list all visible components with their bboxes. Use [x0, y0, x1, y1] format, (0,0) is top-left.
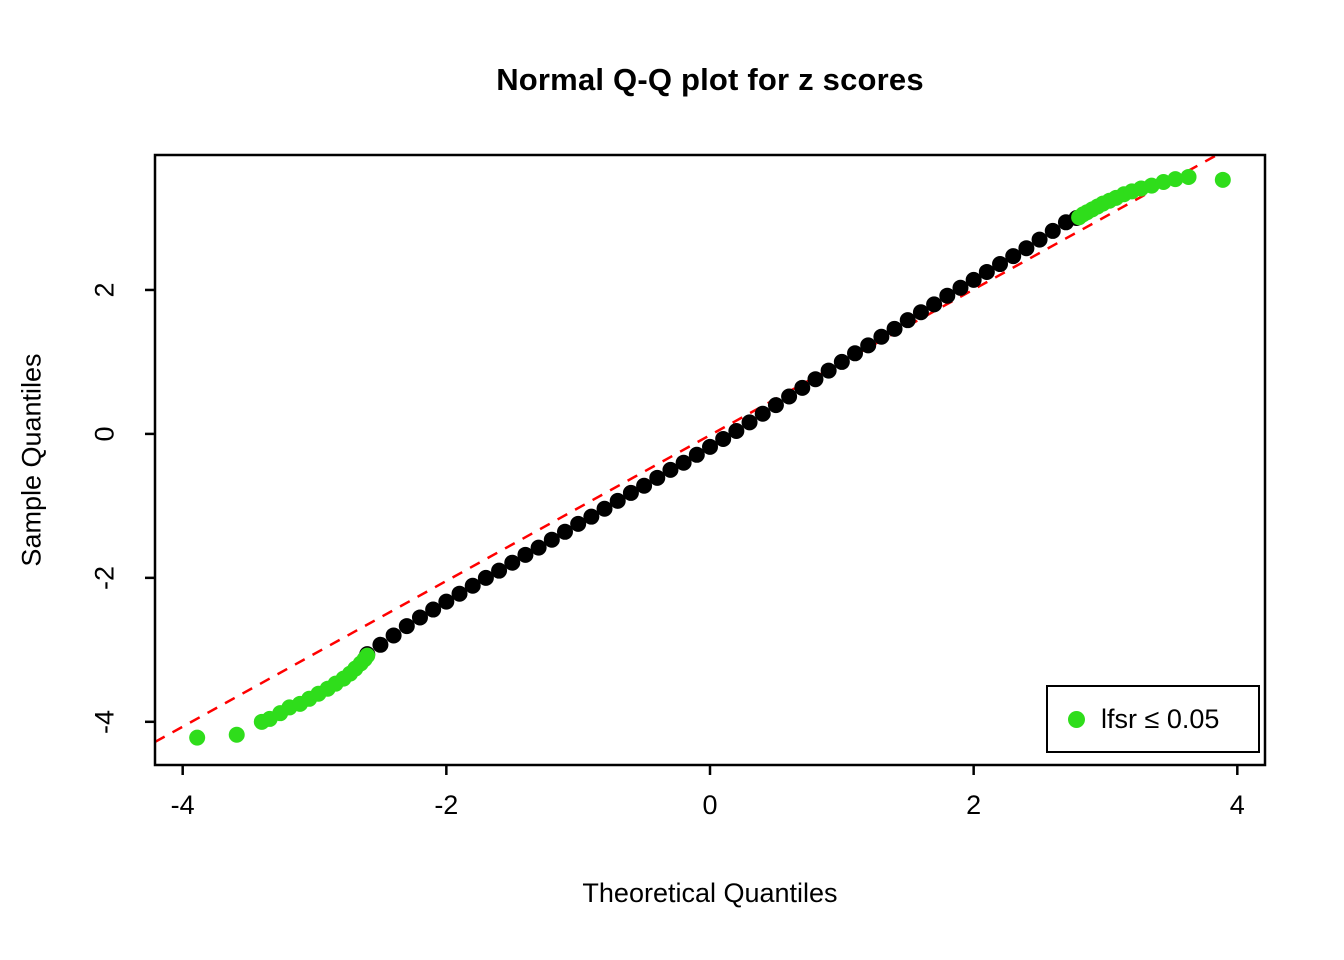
data-point-lfsr-significant [189, 729, 206, 746]
data-point-z-scores [912, 304, 929, 321]
y-tick-label: -2 [89, 565, 120, 590]
data-point-z-scores [978, 263, 995, 280]
y-tick-label: 2 [89, 282, 120, 298]
legend-label: lfsr ≤ 0.05 [1101, 703, 1220, 734]
data-point-z-scores [596, 500, 613, 517]
data-point-z-scores [530, 539, 547, 556]
data-point-z-scores [847, 345, 864, 362]
data-point-z-scores [1031, 231, 1048, 248]
data-point-z-scores [583, 508, 600, 525]
plot-border [153, 153, 1267, 767]
data-point-z-scores [781, 388, 798, 405]
data-point-z-scores [425, 601, 442, 618]
data-point-z-scores [1018, 240, 1035, 257]
data-point-z-scores [715, 430, 732, 447]
x-tick-label: -4 [170, 790, 195, 820]
data-point-z-scores [411, 609, 428, 626]
data-point-z-scores [636, 477, 653, 494]
data-point-z-scores [622, 484, 639, 501]
data-point-z-scores [609, 492, 626, 509]
data-point-z-scores [754, 405, 771, 422]
y-tick-label: -4 [89, 709, 120, 734]
y-tick-label: 0 [89, 426, 120, 442]
data-point-z-scores [556, 523, 573, 540]
data-point-z-scores [451, 585, 468, 602]
x-tick-label: -2 [434, 790, 459, 820]
data-point-z-scores [385, 627, 402, 644]
data-point-z-scores [767, 397, 784, 414]
data-point-z-scores [1005, 248, 1022, 265]
data-point-lfsr-significant [359, 647, 376, 664]
legend: lfsr ≤ 0.05 [1046, 685, 1260, 753]
legend-marker-icon [1068, 710, 1085, 728]
data-point-z-scores [649, 469, 666, 486]
data-point-z-scores [491, 562, 508, 579]
data-point-z-scores [873, 328, 890, 345]
data-point-z-scores [860, 337, 877, 354]
data-point-z-scores [965, 271, 982, 288]
data-point-z-scores [728, 423, 745, 440]
data-point-z-scores [952, 279, 969, 296]
data-point-z-scores [438, 593, 455, 610]
y-axis-title: Sample Quantiles [16, 353, 47, 567]
data-point-z-scores [702, 438, 718, 455]
data-point-z-scores [675, 454, 692, 471]
data-point-lfsr-significant [228, 726, 245, 743]
x-tick-label: 4 [1229, 790, 1245, 820]
chart-title: Normal Q-Q plot for z scores [496, 62, 924, 97]
x-tick-label: 2 [966, 790, 982, 820]
data-point-z-scores [398, 618, 415, 635]
data-point-z-scores [662, 461, 679, 478]
data-point-z-scores [886, 320, 903, 337]
data-point-z-scores [517, 546, 534, 563]
data-point-z-scores [570, 515, 587, 532]
data-point-z-scores [464, 577, 481, 594]
data-point-z-scores [794, 379, 811, 396]
data-point-lfsr-significant [1214, 171, 1231, 188]
data-point-z-scores [688, 446, 705, 463]
data-point-z-scores [992, 256, 1009, 273]
data-point-lfsr-significant [1167, 171, 1184, 188]
data-point-z-scores [926, 296, 943, 313]
data-point-z-scores [741, 414, 758, 431]
data-point-z-scores [939, 287, 956, 304]
data-point-z-scores [477, 569, 494, 586]
data-point-z-scores [372, 636, 389, 653]
data-point-z-scores [543, 531, 560, 548]
x-axis-title: Theoretical Quantiles [582, 878, 838, 908]
data-point-z-scores [807, 371, 824, 388]
data-point-lfsr-significant [1180, 168, 1197, 185]
x-tick-label: 0 [702, 790, 718, 820]
data-point-z-scores [1044, 222, 1061, 239]
qq-reference-line [154, 154, 1217, 744]
data-point-z-scores [899, 312, 916, 329]
data-point-z-scores [504, 554, 521, 571]
data-point-z-scores [833, 353, 850, 370]
data-point-z-scores [820, 362, 837, 379]
